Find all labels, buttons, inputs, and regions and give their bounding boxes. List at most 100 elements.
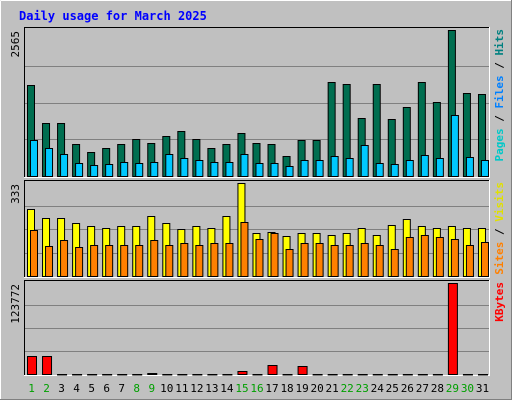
x-tick-label-day-16: 16 <box>250 382 263 395</box>
bar-sites-day-23 <box>360 243 369 277</box>
bar-sites-day-12 <box>195 245 204 277</box>
bar-files-day-16 <box>255 163 264 177</box>
bar-kbytes-day-27 <box>417 374 428 376</box>
panel-hits: 2565 Pages / Files / Hits <box>9 27 506 178</box>
bar-kbytes-day-4 <box>72 374 83 376</box>
x-tick-label-day-13: 13 <box>205 382 218 395</box>
bar-files-day-24 <box>375 163 384 177</box>
x-tick-label-day-2: 2 <box>43 382 50 395</box>
bar-kbytes-day-24 <box>372 374 383 376</box>
bar-kbytes-day-8 <box>132 374 143 376</box>
x-tick-label-day-7: 7 <box>118 382 125 395</box>
x-tick-label-day-1: 1 <box>28 382 35 395</box>
bar-sites-day-29 <box>450 239 459 277</box>
bar-files-day-2 <box>45 148 54 177</box>
bar-kbytes-day-1 <box>27 356 37 375</box>
bar-kbytes-day-9 <box>147 373 158 375</box>
bar-sites-day-19 <box>300 243 309 277</box>
bar-sites-day-30 <box>465 245 474 277</box>
bar-files-day-4 <box>75 163 84 177</box>
bar-sites-day-21 <box>330 245 339 277</box>
bar-files-day-29 <box>450 115 459 177</box>
x-tick-label-day-6: 6 <box>103 382 110 395</box>
bar-sites-day-28 <box>435 237 444 277</box>
x-tick-label-day-12: 12 <box>190 382 203 395</box>
x-tick-label-day-31: 31 <box>476 382 489 395</box>
bar-sites-day-10 <box>165 245 174 277</box>
legend-separator: / <box>493 222 506 242</box>
bar-hits-day-24 <box>372 84 381 177</box>
bar-kbytes-day-30 <box>462 374 473 376</box>
legend-separator: / <box>493 109 506 129</box>
bar-kbytes-day-12 <box>192 374 203 376</box>
bar-files-day-28 <box>435 158 444 177</box>
bar-kbytes-day-13 <box>207 374 218 376</box>
x-tick-label-day-14: 14 <box>220 382 234 395</box>
bar-sites-day-2 <box>45 246 54 277</box>
x-tick-label-day-9: 9 <box>148 382 155 395</box>
bar-kbytes-day-15 <box>237 371 248 375</box>
bar-sites-day-18 <box>285 249 294 277</box>
bar-kbytes-day-10 <box>162 374 173 376</box>
bar-files-day-1 <box>30 140 38 177</box>
bar-files-day-12 <box>195 160 204 177</box>
bar-files-day-11 <box>180 158 189 177</box>
bar-kbytes-day-19 <box>297 366 308 375</box>
bar-files-day-30 <box>465 157 474 177</box>
x-tick-label-day-20: 20 <box>311 382 324 395</box>
bar-files-day-5 <box>90 165 99 177</box>
legend-visits: Sites / Visits <box>493 182 506 275</box>
panel-visits: 333 Sites / Visits <box>9 180 506 278</box>
bar-sites-day-15 <box>240 222 249 277</box>
bar-files-day-20 <box>315 160 324 177</box>
x-tick-label-day-27: 27 <box>416 382 429 395</box>
x-tick-label-day-4: 4 <box>73 382 80 395</box>
bar-sites-day-24 <box>375 245 384 277</box>
bar-kbytes-day-7 <box>117 374 128 376</box>
bar-sites-day-7 <box>120 245 129 277</box>
panel-kbytes: 123772 KBytes <box>9 280 506 376</box>
legend-item-files: Files <box>493 75 506 108</box>
bar-kbytes-day-3 <box>57 374 68 376</box>
bar-sites-day-14 <box>225 243 234 277</box>
y-max-label-visits: 333 <box>9 184 22 204</box>
x-tick-label-day-25: 25 <box>386 382 399 395</box>
bar-sites-day-22 <box>345 245 354 277</box>
x-tick-label-day-3: 3 <box>58 382 65 395</box>
bar-sites-day-26 <box>405 237 414 277</box>
legend-kbytes: KBytes <box>493 282 506 322</box>
bar-kbytes-day-28 <box>432 374 443 376</box>
chart-title: Daily usage for March 2025 <box>19 9 207 23</box>
bar-files-day-27 <box>420 155 429 177</box>
bar-kbytes-day-23 <box>357 374 368 376</box>
bar-kbytes-day-25 <box>387 374 398 376</box>
bar-files-day-14 <box>225 162 234 177</box>
bar-files-day-19 <box>300 160 309 177</box>
x-tick-label-day-8: 8 <box>133 382 140 395</box>
legend-item-sites: Sites <box>493 242 506 275</box>
bar-kbytes-day-5 <box>87 374 98 376</box>
x-tick-label-day-5: 5 <box>88 382 95 395</box>
legend-item-hits: Hits <box>493 29 506 56</box>
bar-sites-day-3 <box>60 240 69 277</box>
bar-files-day-8 <box>135 163 144 177</box>
bar-sites-day-16 <box>255 239 264 277</box>
legend-item-pages: Pages <box>493 128 506 161</box>
x-tick-label-day-10: 10 <box>160 382 173 395</box>
x-tick-label-day-29: 29 <box>446 382 459 395</box>
bar-files-day-9 <box>150 162 159 177</box>
bar-files-day-21 <box>330 156 339 177</box>
chart-panels: 2565 Pages / Files / Hits 333 Sites / Visit… <box>9 27 506 376</box>
bar-files-day-23 <box>360 145 369 177</box>
bar-kbytes-day-26 <box>402 374 413 376</box>
bar-kbytes-day-31 <box>477 374 488 376</box>
bar-sites-day-8 <box>135 245 144 277</box>
bar-sites-day-1 <box>30 230 38 277</box>
x-tick-label-day-30: 30 <box>461 382 474 395</box>
bar-files-day-13 <box>210 162 219 177</box>
x-tick-label-day-26: 26 <box>401 382 414 395</box>
bar-files-day-22 <box>345 158 354 177</box>
bar-kbytes-day-20 <box>312 374 323 376</box>
bar-files-day-10 <box>165 154 174 177</box>
